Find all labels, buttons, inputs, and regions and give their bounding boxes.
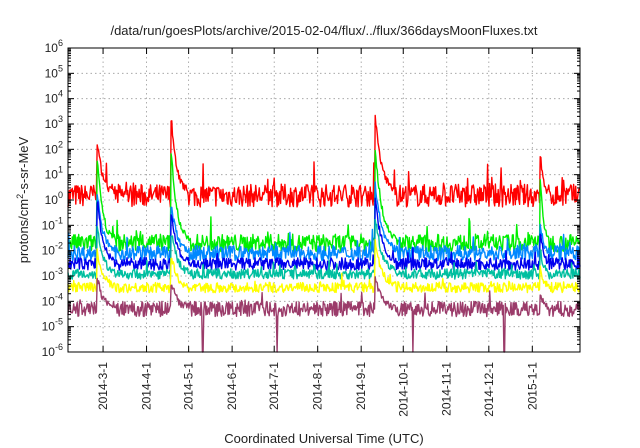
- series-line: [67, 218, 581, 280]
- y-tick-label: 101: [45, 165, 63, 182]
- x-axis-label: Coordinated Universal Time (UTC): [224, 431, 423, 446]
- x-tick-label: 2014-11-1: [440, 362, 454, 416]
- y-tick-label: 105: [45, 63, 63, 80]
- x-tick-label: 2014-4-1: [140, 362, 154, 410]
- x-tick-label: 2014-9-1: [354, 362, 368, 410]
- y-axis-label: protons/cm2-s-sr-MeV: [15, 136, 31, 263]
- x-tick-label: 2014-3-1: [96, 362, 110, 410]
- series-line: [67, 181, 581, 262]
- y-tick-labels: 10-6 10-5 10-4 10-3 10-2 10-1 100 101 102 103 104 1…: [42, 38, 63, 359]
- series-line: [67, 114, 581, 208]
- y-tick-label: 104: [45, 89, 63, 106]
- series-lines: [67, 114, 581, 353]
- y-tick-label: 10-4: [42, 291, 63, 308]
- y-tick-label: 10-3: [42, 266, 63, 283]
- y-tick-label: 100: [45, 190, 63, 207]
- axis-ticks: [68, 47, 580, 353]
- y-axis-label-rest: -s-sr-MeV: [16, 136, 31, 193]
- y-tick-label: 103: [45, 114, 63, 131]
- y-tick-label: 102: [45, 139, 63, 156]
- x-tick-label: 2014-12-1: [482, 362, 496, 417]
- x-tick-label: 2014-7-1: [267, 362, 281, 410]
- series-line: [67, 149, 581, 253]
- y-tick-label: 106: [45, 38, 63, 55]
- x-tick-label: 2014-8-1: [311, 362, 325, 410]
- series-line: [67, 197, 581, 271]
- chart-title: /data/run/goesPlots/archive/2015-02-04/f…: [110, 23, 537, 38]
- x-tick-label: 2014-6-1: [225, 362, 239, 410]
- y-tick-label: 10-2: [42, 241, 63, 258]
- series-line: [67, 276, 581, 353]
- y-tick-label: 10-1: [42, 215, 63, 232]
- series-line: [67, 238, 581, 294]
- x-tick-label: 2014-10-1: [396, 362, 410, 417]
- y-axis-label-main: protons/cm: [16, 199, 31, 263]
- y-tick-label: 10-6: [42, 342, 63, 359]
- y-tick-label: 10-5: [42, 317, 63, 334]
- x-tick-label: 2015-1-1: [525, 362, 539, 410]
- x-tick-label: 2014-5-1: [182, 362, 196, 410]
- y-axis-label-superscript: 2: [15, 194, 25, 199]
- x-tick-labels: 2014-3-1 2014-4-1 2014-5-1 2014-6-1 2014-7-1…: [96, 362, 539, 417]
